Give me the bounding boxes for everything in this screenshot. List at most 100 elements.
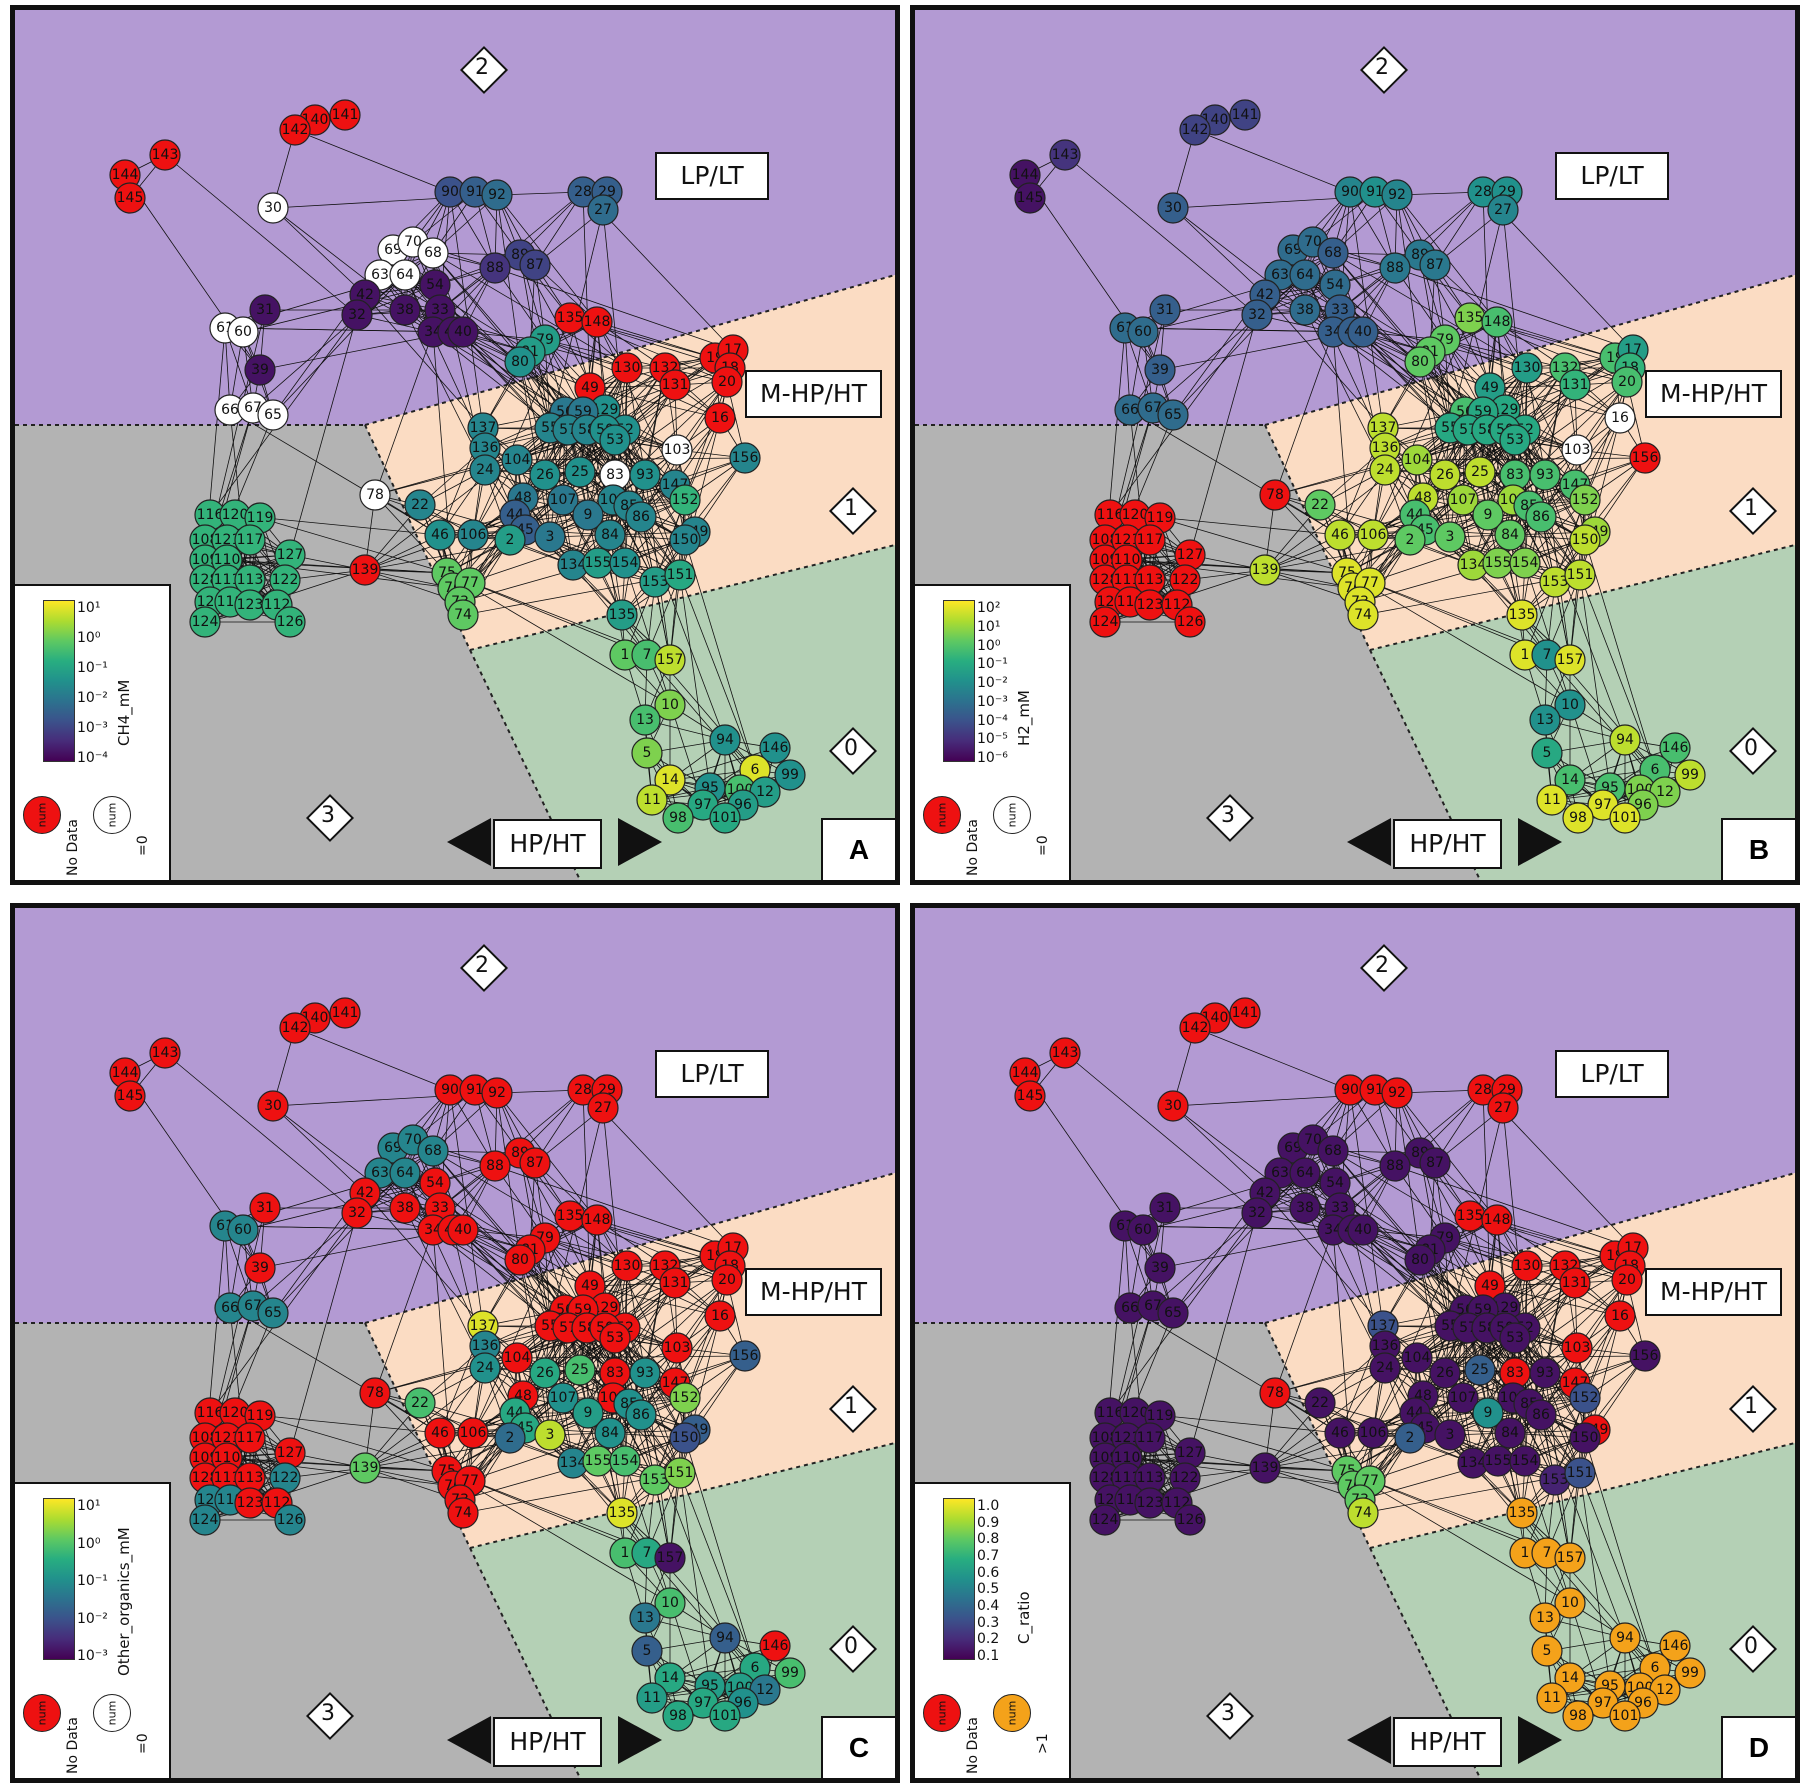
network-node: 87 <box>1419 249 1451 281</box>
network-node: 151 <box>664 559 696 591</box>
network-edge <box>1502 1107 1526 1329</box>
node-circle <box>501 1342 533 1374</box>
network-edge <box>1524 562 1604 806</box>
network-edge <box>1142 1182 1336 1231</box>
network-node: 27 <box>1487 194 1519 226</box>
diamond-2: 2 <box>459 943 509 993</box>
network-node: 126 <box>274 1504 306 1536</box>
node-circle <box>481 1077 513 1109</box>
network-edge <box>1194 129 1351 193</box>
node-circle <box>494 524 526 556</box>
network-edge <box>1396 1092 1421 1261</box>
network-edge <box>669 1645 776 1679</box>
colorbar-tick: 10⁻² <box>77 1610 108 1627</box>
node-circle <box>1472 499 1504 531</box>
network-node: 124 <box>189 606 221 638</box>
network-node: 74 <box>447 599 479 631</box>
network-node: 156 <box>1629 442 1661 474</box>
node-circle <box>1609 724 1641 756</box>
node-circle <box>711 366 743 398</box>
network-node: 130 <box>611 1250 643 1282</box>
node-circle <box>661 1332 693 1364</box>
network-node: 30 <box>257 192 289 224</box>
network-edge <box>374 1229 434 1394</box>
boundary-line <box>364 424 471 651</box>
network-node: 84 <box>594 1417 626 1449</box>
network-edge <box>624 1460 704 1704</box>
network-node: 93 <box>629 459 661 491</box>
network-edge <box>1394 267 1634 351</box>
network-edge <box>602 1107 626 1329</box>
network-edge <box>289 1212 358 1454</box>
lp-lt-label: LP/LT <box>655 152 769 200</box>
node-circle <box>249 1192 281 1224</box>
network-node: 88 <box>479 252 511 284</box>
node-circle <box>1379 252 1411 284</box>
network-edge <box>684 539 756 771</box>
network-edge <box>446 572 671 706</box>
network-node: 155 <box>1482 547 1514 579</box>
node-circle <box>709 724 741 756</box>
arrow-left-icon <box>447 818 491 866</box>
network-node: 26 <box>1429 459 1461 491</box>
node-circle <box>1259 479 1291 511</box>
node-circle <box>1509 547 1541 579</box>
network-edge <box>684 1437 756 1669</box>
no-data-node: num <box>23 796 61 834</box>
network-node: 157 <box>1554 644 1586 676</box>
network-node: 22 <box>1304 489 1336 521</box>
network-node: 65 <box>257 399 289 431</box>
network-edge <box>1496 321 1616 359</box>
node-circle <box>469 1352 501 1384</box>
diamond-1: 1 <box>1728 486 1778 536</box>
node-circle <box>594 519 626 551</box>
network-edge <box>164 1052 358 1214</box>
network-node: 46 <box>424 1417 456 1449</box>
network-node: 152 <box>669 484 701 516</box>
network-node: 141 <box>329 99 361 131</box>
network-edge <box>229 409 441 536</box>
node-circle <box>587 194 619 226</box>
network-node: 53 <box>599 1322 631 1354</box>
network-edge <box>226 559 448 574</box>
colorbar <box>43 600 75 762</box>
node-circle <box>1569 524 1601 556</box>
node-circle <box>1381 179 1413 211</box>
network-node: 99 <box>774 1657 806 1689</box>
network-node: 13 <box>1529 704 1561 736</box>
diamond-2: 2 <box>1359 45 1409 95</box>
node-circle <box>1674 759 1706 791</box>
boundary-line <box>364 274 895 426</box>
network-node: 123 <box>234 1487 266 1519</box>
arrow-right-icon <box>1518 818 1562 866</box>
boundary-line <box>1369 544 1795 651</box>
node-circle <box>1434 521 1466 553</box>
node-circle <box>729 442 761 474</box>
boundary-line <box>469 544 895 651</box>
node-circle <box>1289 259 1321 291</box>
node-circle <box>424 1417 456 1449</box>
node-circle <box>257 1090 289 1122</box>
network-node: 64 <box>389 259 421 291</box>
network-node: 143 <box>149 1037 181 1069</box>
node-circle <box>631 737 663 769</box>
network-node: 13 <box>629 704 661 736</box>
node-circle <box>504 1244 536 1276</box>
network-node: 30 <box>257 1090 289 1122</box>
network-node: 40 <box>447 316 479 348</box>
network-node: 157 <box>654 1542 686 1574</box>
network-edge <box>242 1182 436 1231</box>
network-node: 31 <box>249 1192 281 1224</box>
node-circle <box>629 704 661 736</box>
network-node: 155 <box>582 1445 614 1477</box>
node-circle <box>447 316 479 348</box>
network-node: 32 <box>1241 299 1273 331</box>
colorbar-tick: 10⁰ <box>77 1535 101 1552</box>
network-node: 131 <box>1559 369 1591 401</box>
network-node: 20 <box>1611 366 1643 398</box>
node-circle <box>669 1422 701 1454</box>
network-node: 156 <box>729 442 761 474</box>
colorbar-tick: 10¹ <box>77 600 101 616</box>
network-node: 104 <box>501 444 533 476</box>
node-circle <box>664 1457 696 1489</box>
